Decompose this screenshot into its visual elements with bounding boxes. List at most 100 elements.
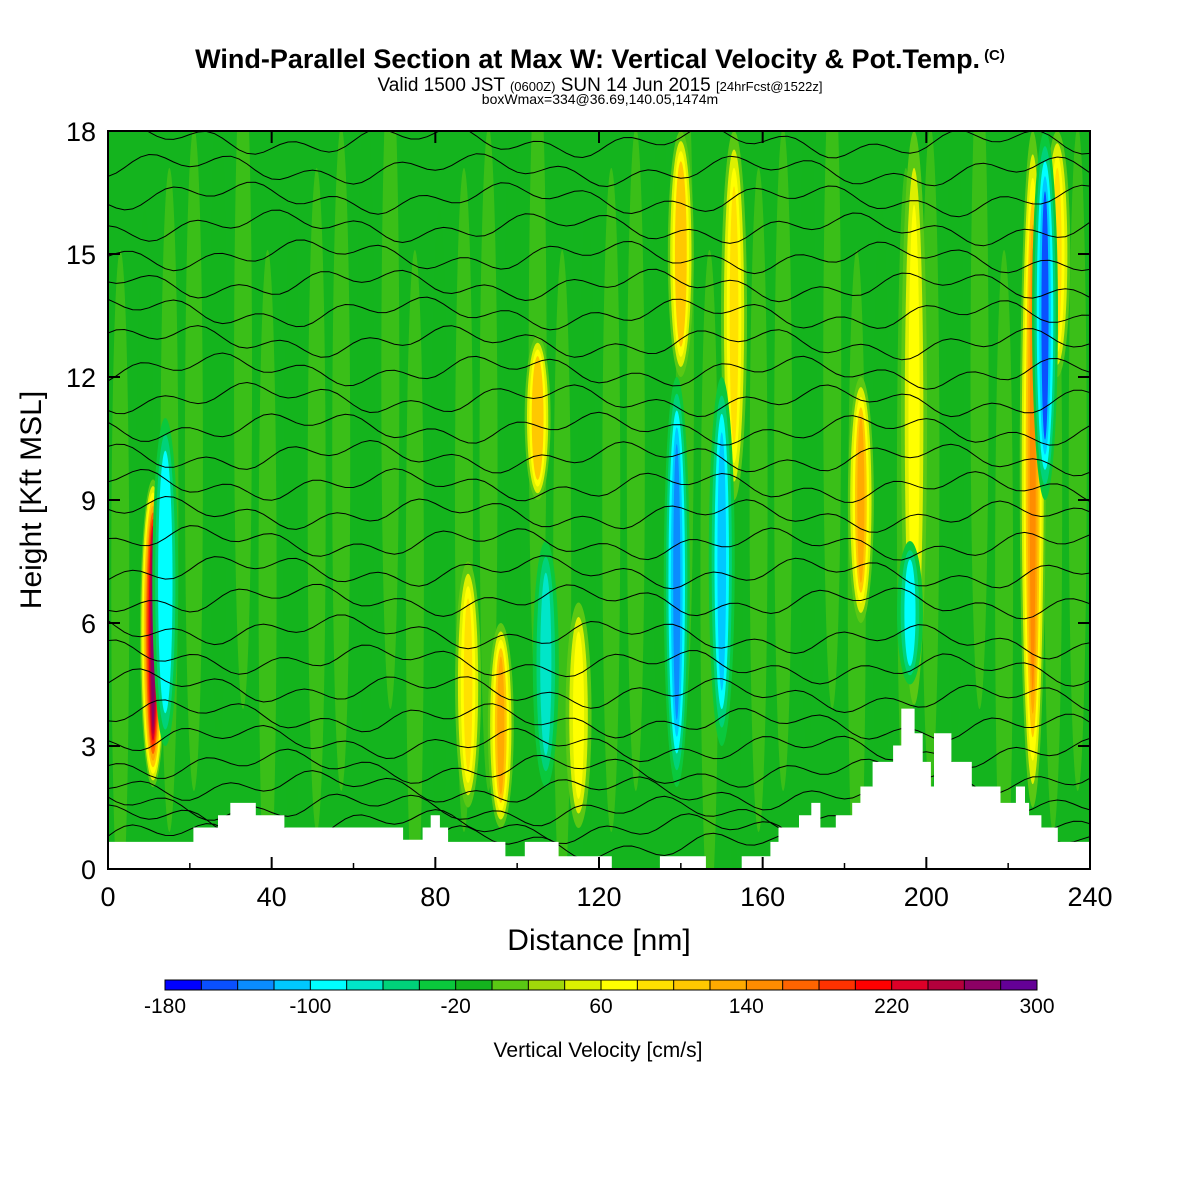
- colorbar-swatch: [237, 980, 275, 990]
- field-band: [749, 167, 768, 833]
- colorbar-swatch: [1000, 980, 1038, 990]
- isentrope-line: [108, 325, 1090, 361]
- isentrope-line: [108, 639, 1090, 687]
- x-axis-title: Distance [nm]: [507, 924, 690, 957]
- isentrope-line: [108, 583, 1090, 620]
- updraft-plume: [565, 602, 592, 828]
- y-axis: 0 3 6 9 12 15 18: [66, 117, 1090, 885]
- colorbar-frame: [164, 979, 1038, 991]
- colorbar-tick-label: -180: [144, 995, 186, 1018]
- forecast-info: [24hrFcst@1522z]: [716, 79, 823, 94]
- downdraft-level: [904, 559, 916, 667]
- downdraft-plume: [1031, 131, 1058, 500]
- colorbar-swatch: [528, 980, 566, 990]
- updraft-level: [729, 186, 739, 445]
- field-band: [381, 131, 400, 709]
- updraft-level: [572, 631, 585, 800]
- colorbar-swatch: [492, 980, 529, 990]
- updraft-plume: [667, 131, 694, 377]
- chart-title: Wind-Parallel Section at Max W: Vertical…: [0, 44, 1200, 75]
- isentrope-line: [108, 268, 1090, 303]
- downdraft-plume: [896, 541, 923, 685]
- field-band: [798, 131, 817, 750]
- colorbar-swatch: [637, 980, 675, 990]
- downdraft-level: [160, 467, 170, 697]
- colorbar-swatch: [419, 980, 457, 990]
- terrain: [107, 708, 1091, 870]
- isentrope-line: [108, 296, 1090, 331]
- valid-prefix: Valid 1500 JST: [377, 75, 505, 96]
- isentrope-line: [108, 239, 1090, 275]
- field-band: [430, 209, 449, 869]
- colorbar-tick-label: 220: [874, 995, 909, 1018]
- field-band: [307, 167, 326, 833]
- isentrope-line: [108, 95, 1090, 130]
- x-tick-label: 160: [740, 882, 785, 912]
- colorbar-swatch: [891, 980, 929, 990]
- field-band: [602, 167, 621, 833]
- colorbar-swatch: [782, 980, 820, 990]
- colorbar-swatch: [855, 980, 893, 990]
- colorbar-tick-label: -100: [289, 995, 331, 1018]
- field-band: [945, 131, 964, 750]
- isentrope-line: [108, 153, 1090, 188]
- box-wmax-info: boxWmax=334@36.69,140.05,1474m: [481, 91, 719, 107]
- isentrope-line: [108, 614, 1090, 660]
- updraft-level: [463, 598, 473, 771]
- updraft-level: [497, 656, 505, 795]
- colorbar-tick-label: -20: [440, 995, 470, 1018]
- colorbar-tick-label: 140: [729, 995, 764, 1018]
- x-tick-label: 80: [420, 882, 450, 912]
- colorbar-swatch: [564, 980, 602, 990]
- isentrope-line: [108, 439, 1090, 477]
- colorbar-swatch: [165, 980, 202, 990]
- field-band: [258, 250, 277, 869]
- copyright-mark: (C): [984, 47, 1005, 64]
- chart-title-text: Wind-Parallel Section at Max W: Vertical…: [195, 44, 981, 74]
- colorbar-swatch: [310, 980, 348, 990]
- isentrope-line: [108, 668, 1090, 714]
- field-band: [405, 250, 424, 869]
- isentrope-line: [108, 411, 1090, 446]
- isentrope-line: [108, 381, 1090, 418]
- field-band: [234, 131, 253, 709]
- valid-date: SUN 14 Jun 2015: [560, 75, 711, 96]
- isentrope-line: [108, 555, 1090, 590]
- colorbar-swatch: [201, 980, 239, 990]
- isentrope-line: [108, 181, 1090, 218]
- y-tick-label: 6: [81, 609, 96, 639]
- field-band: [479, 131, 498, 791]
- updraft-level: [534, 362, 542, 474]
- colorbar-swatch: [274, 980, 311, 990]
- isentrope-line: [108, 525, 1090, 561]
- colorbar-swatch: [928, 980, 965, 990]
- field-band: [626, 131, 645, 791]
- updraft-plume: [524, 336, 551, 500]
- y-tick-label: 9: [81, 486, 96, 516]
- downdraft-level: [1041, 191, 1049, 440]
- downdraft-plume: [532, 541, 559, 787]
- downdraft-level: [673, 444, 681, 720]
- isentrope-line: [108, 699, 1090, 741]
- isentrope-line: [108, 724, 1090, 769]
- isentrope-line: [108, 209, 1090, 247]
- downdraft-plume: [663, 377, 690, 787]
- downdraft-plume: [152, 418, 179, 746]
- colorbar-swatch: [383, 980, 420, 990]
- colorbar-swatch: [964, 980, 1002, 990]
- field-band: [995, 250, 1014, 869]
- y-tick-label: 15: [66, 240, 96, 270]
- x-tick-label: 240: [1067, 882, 1112, 912]
- isentrope-line: [108, 67, 1090, 103]
- field-band: [283, 209, 302, 869]
- updraft-plume: [455, 561, 482, 808]
- colorbar-swatch: [601, 980, 638, 990]
- colorbar-tick-label: 60: [589, 995, 612, 1018]
- colorbar-swatch: [746, 980, 784, 990]
- downdraft-level: [540, 572, 552, 756]
- x-tick-label: 120: [576, 882, 621, 912]
- updraft-plume: [487, 623, 514, 828]
- isentrope-line: [108, 131, 1090, 159]
- colorbar: -180 -100 -20 60 140 220 300 Vertical Velocity …: [144, 979, 1055, 1062]
- colorbar-swatch: [455, 980, 493, 990]
